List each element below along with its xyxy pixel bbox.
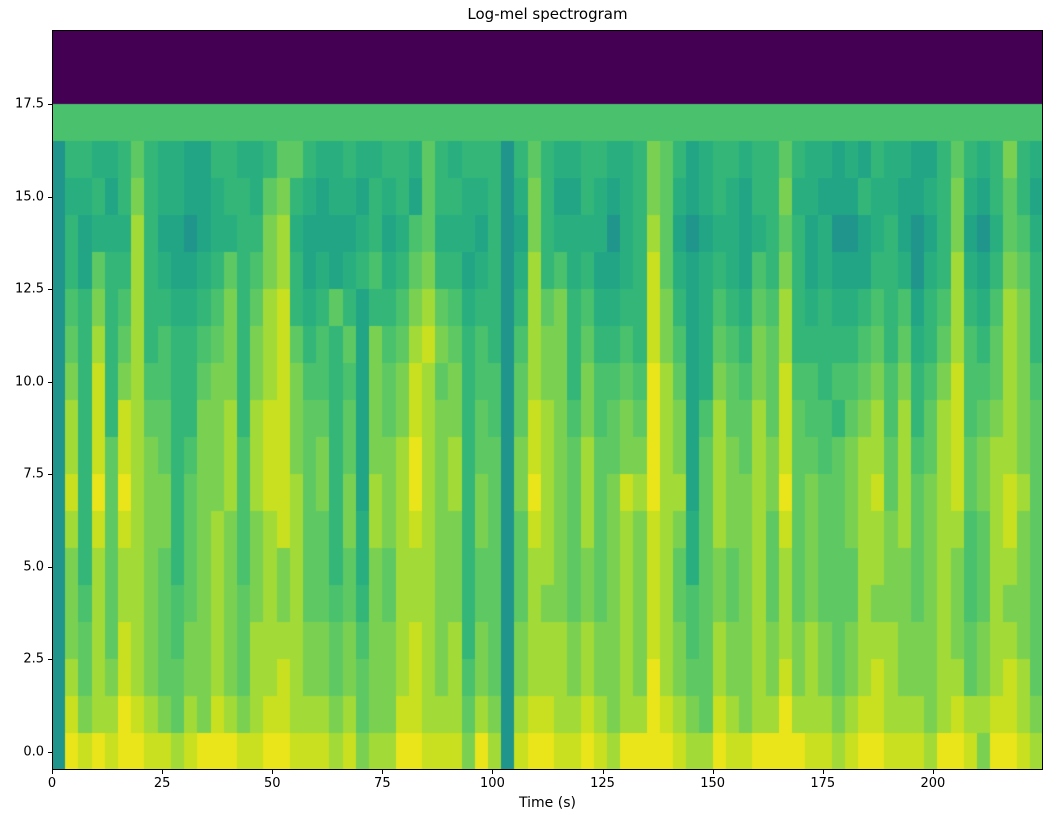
x-tick-label: 50	[263, 776, 281, 791]
y-tick-label: 12.5	[15, 281, 44, 297]
y-tick-mark	[48, 659, 52, 660]
plot-area	[52, 30, 1043, 770]
x-tick-mark	[822, 770, 824, 774]
x-tick-label: 200	[920, 776, 946, 791]
x-tick-mark	[382, 770, 384, 774]
x-tick-label: 175	[810, 776, 836, 791]
x-tick-mark	[492, 770, 494, 774]
x-tick-mark	[162, 770, 164, 774]
y-tick-label: 0.0	[23, 744, 44, 759]
y-tick-mark	[48, 566, 52, 568]
x-tick-label: 100	[480, 776, 505, 791]
x-tick-label: 150	[700, 776, 726, 791]
x-tick-mark	[932, 770, 934, 774]
y-tick-mark	[48, 104, 52, 105]
y-tick-label: 5.0	[23, 559, 44, 574]
x-axis-label: Time (s)	[519, 795, 576, 811]
y-tick-mark	[48, 381, 52, 383]
x-tick-label: 125	[590, 776, 615, 791]
y-tick-label: 2.5	[23, 651, 44, 667]
x-tick-mark	[602, 770, 604, 774]
x-tick-mark	[272, 770, 274, 774]
y-tick-label: 10.0	[15, 374, 44, 389]
x-tick-label: 75	[374, 776, 391, 791]
y-tick-mark	[48, 289, 52, 290]
x-tick-mark	[712, 770, 714, 774]
y-tick-mark	[48, 474, 52, 475]
y-tick-mark	[48, 196, 52, 198]
spectrogram-heatmap-canvas	[52, 30, 1043, 770]
x-tick-label: 25	[153, 776, 171, 791]
x-tick-label: 0	[47, 776, 57, 791]
y-tick-mark	[48, 751, 52, 753]
x-tick-mark	[52, 770, 53, 774]
y-tick-label: 7.5	[23, 466, 44, 482]
y-tick-label: 15.0	[15, 189, 44, 204]
chart-title: Log-mel spectrogram	[467, 5, 628, 23]
y-tick-label: 17.5	[15, 96, 44, 112]
